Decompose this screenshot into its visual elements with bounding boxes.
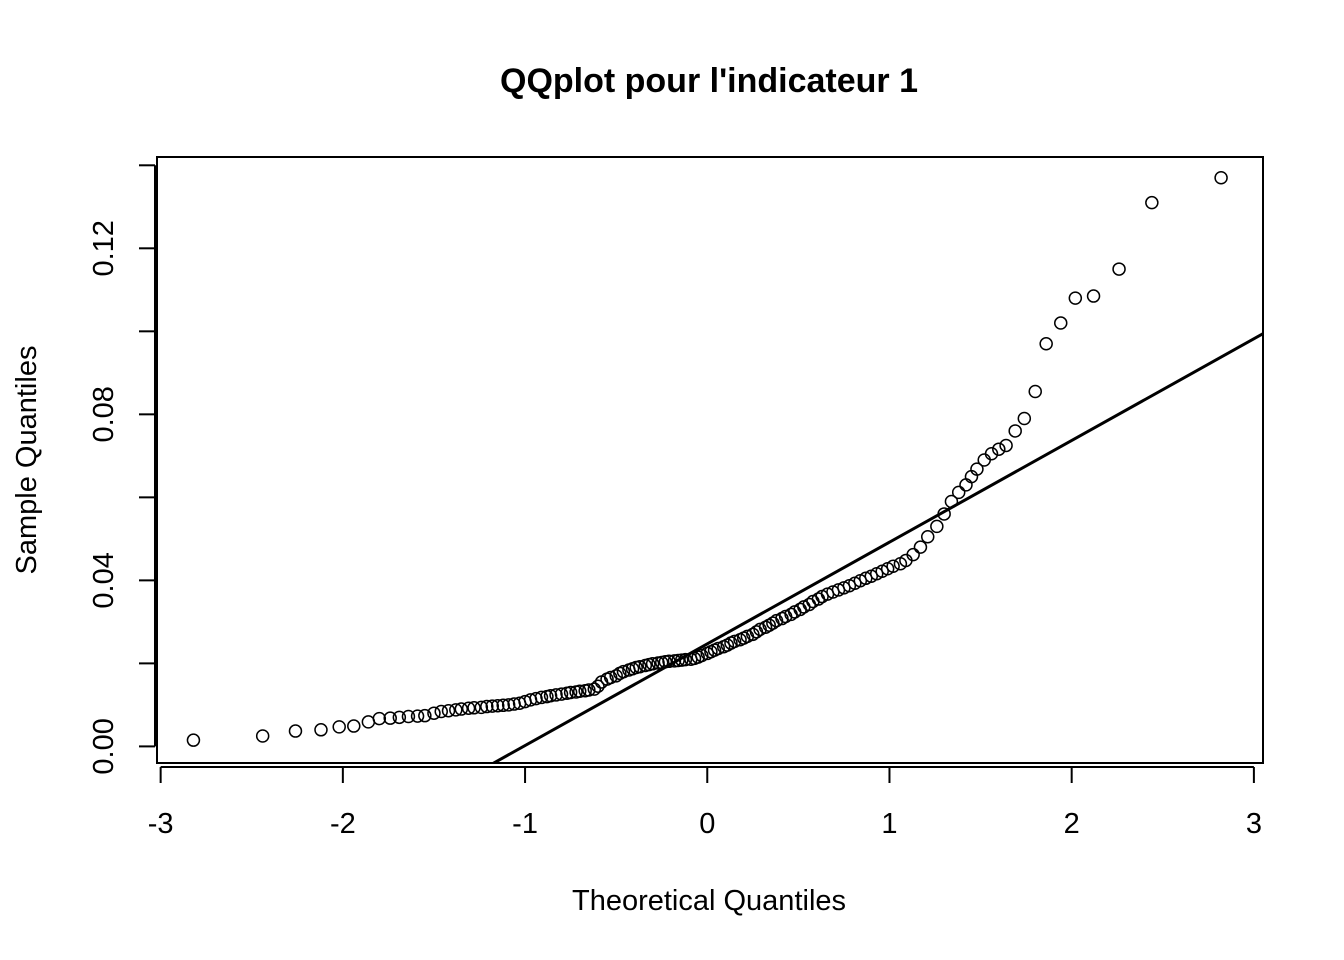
data-point	[563, 685, 578, 700]
data-point	[255, 729, 270, 743]
data-point	[434, 704, 448, 719]
data-point	[454, 702, 469, 716]
data-point	[609, 669, 623, 683]
plot-frame	[156, 156, 1264, 764]
data-point	[449, 703, 463, 717]
data-points	[186, 171, 1228, 747]
chart-title: QQplot pour l'indicateur 1	[500, 62, 918, 100]
y-tick-label: 0.04	[88, 552, 120, 608]
data-point	[288, 724, 303, 738]
data-point	[944, 494, 959, 509]
y-tick-label: 0.00	[88, 718, 120, 774]
data-point	[1112, 262, 1126, 276]
data-point	[886, 559, 900, 574]
data-point	[591, 679, 605, 693]
data-point	[746, 627, 760, 642]
data-point	[1053, 316, 1068, 330]
data-point	[1017, 411, 1032, 426]
data-point	[401, 709, 416, 724]
x-tick-label: 1	[881, 808, 897, 840]
data-point	[906, 547, 920, 562]
x-axis: -3 -2 -1 0 1 2 3	[148, 766, 1262, 840]
x-tick-label: -2	[330, 808, 356, 840]
data-point	[554, 687, 569, 701]
data-point	[1068, 291, 1083, 305]
x-tick-label: 2	[1064, 808, 1080, 840]
data-point	[999, 438, 1013, 453]
data-point	[977, 453, 991, 467]
data-point	[930, 519, 944, 534]
data-point	[496, 698, 510, 713]
data-point	[1028, 384, 1042, 399]
data-point	[1214, 171, 1228, 185]
data-point	[711, 641, 725, 656]
data-point	[1145, 195, 1159, 210]
data-point	[920, 530, 935, 544]
data-point	[678, 652, 693, 667]
x-tick-label: 0	[699, 808, 715, 840]
data-point	[727, 634, 742, 649]
reference-line-group	[490, 332, 1263, 763]
x-tick-label: -1	[512, 808, 538, 840]
data-point	[361, 715, 376, 729]
data-point	[534, 690, 549, 705]
data-point	[1086, 289, 1101, 303]
y-tick-label: 0.08	[88, 386, 120, 442]
x-axis-label: Theoretical Quantiles	[572, 885, 846, 917]
data-point	[549, 688, 563, 702]
data-point	[480, 699, 494, 714]
data-point	[616, 664, 631, 679]
data-point	[467, 701, 481, 715]
data-point	[970, 462, 984, 476]
data-point	[441, 703, 456, 718]
data-point	[461, 701, 476, 715]
data-point	[427, 706, 441, 720]
data-point	[603, 670, 618, 685]
data-point	[392, 710, 407, 725]
data-point	[662, 654, 676, 669]
data-point	[490, 698, 505, 713]
data-point	[959, 478, 973, 492]
data-point	[913, 540, 928, 554]
data-point	[383, 711, 397, 725]
data-point	[645, 657, 660, 671]
x-tick-label: -3	[148, 808, 174, 840]
data-point	[186, 733, 201, 747]
reference-line	[490, 332, 1263, 763]
data-point	[992, 442, 1006, 456]
data-point	[501, 698, 516, 712]
data-point	[332, 720, 346, 734]
data-point	[418, 708, 432, 723]
data-point	[937, 507, 951, 521]
data-point	[1039, 337, 1053, 351]
data-point	[582, 683, 596, 697]
data-point	[410, 709, 425, 723]
data-point	[984, 447, 999, 461]
data-point	[314, 723, 328, 737]
data-point	[572, 684, 587, 698]
data-point	[951, 485, 966, 500]
data-point	[347, 719, 361, 733]
x-tick-label: 3	[1246, 808, 1262, 840]
data-point	[485, 699, 500, 713]
data-point	[474, 700, 489, 715]
data-point	[372, 711, 387, 726]
y-axis: 0.00 0.04 0.08 0.12	[88, 164, 156, 775]
data-point	[587, 682, 602, 696]
y-tick-label: 0.12	[88, 220, 120, 276]
data-point	[543, 689, 558, 703]
y-axis-label: Sample Quantiles	[11, 346, 43, 575]
data-point	[633, 659, 647, 674]
data-point	[1008, 424, 1022, 438]
